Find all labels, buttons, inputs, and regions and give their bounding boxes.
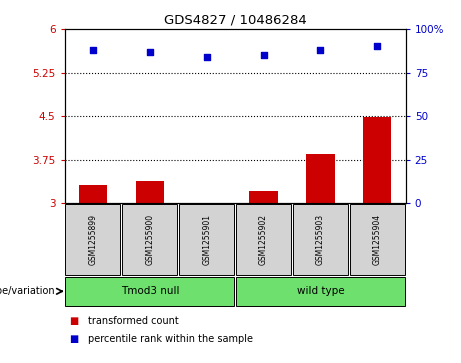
Title: GDS4827 / 10486284: GDS4827 / 10486284 (164, 13, 307, 26)
Text: Tmod3 null: Tmod3 null (121, 286, 179, 296)
Text: GSM1255902: GSM1255902 (259, 214, 268, 265)
Point (317, 47, 324, 53)
Point (89, 47, 97, 53)
Bar (363, 117, 391, 203)
Point (146, 49, 154, 54)
Text: GSM1255904: GSM1255904 (373, 214, 382, 265)
Bar (136, 181, 164, 203)
Text: GSM1255903: GSM1255903 (316, 214, 325, 265)
Text: percentile rank within the sample: percentile rank within the sample (88, 334, 253, 344)
Text: transformed count: transformed count (88, 316, 178, 326)
Text: genotype/variation: genotype/variation (0, 286, 55, 296)
Text: ■: ■ (69, 316, 78, 326)
Bar (79, 185, 107, 203)
Bar (306, 154, 335, 203)
Text: GSM1255899: GSM1255899 (89, 214, 97, 265)
Bar (249, 191, 278, 203)
Point (260, 52, 267, 58)
Text: wild type: wild type (296, 286, 344, 296)
Text: GSM1255900: GSM1255900 (145, 214, 154, 265)
Point (373, 44, 381, 49)
Text: GSM1255901: GSM1255901 (202, 214, 211, 265)
Point (203, 54, 210, 60)
Text: ■: ■ (69, 334, 78, 344)
